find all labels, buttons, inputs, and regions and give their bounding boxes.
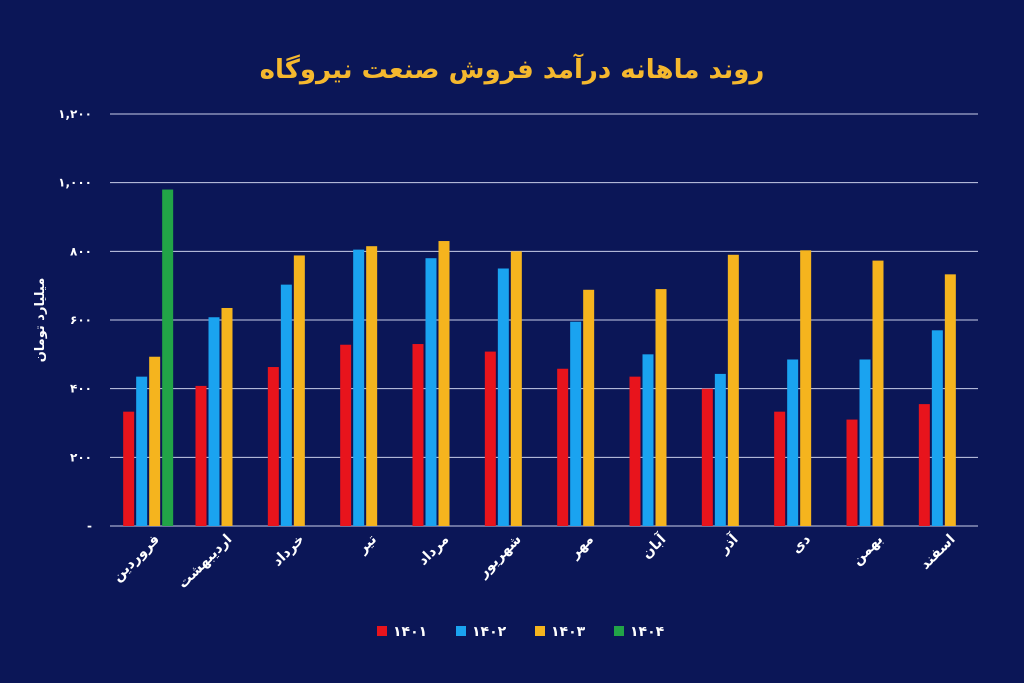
legend-label: ۱۴۰۱ [393,624,427,640]
bar-۱۴۰۱-تیر [340,344,352,526]
bar-۱۴۰۱-بهمن [846,419,858,526]
bar-۱۴۰۴-فروردین [162,189,174,527]
bar-۱۴۰۳-آذر [727,254,739,526]
bars [123,189,956,527]
bar-۱۴۰۱-آبان [629,376,641,526]
legend-swatch [456,626,466,636]
legend-label: ۱۴۰۲ [472,624,507,640]
legend-label: ۱۴۰۴ [630,624,665,640]
bar-۱۴۰۳-آبان [655,289,667,526]
bar-۱۴۰۳-مهر [583,289,595,526]
bar-۱۴۰۱-اسفند [918,404,930,526]
bar-۱۴۰۱-اردیبهشت [195,385,207,526]
bar-۱۴۰۲-آذر [714,373,726,526]
y-tick-labels: - ۲۰۰ ۴۰۰ ۶۰۰ ۸۰۰ ۱,۰۰۰ ۱,۲۰۰ [58,107,92,533]
bar-۱۴۰۲-تیر [353,249,365,526]
bar-۱۴۰۲-بهمن [859,359,871,526]
bar-۱۴۰۲-آبان [642,354,654,526]
bar-۱۴۰۲-اردیبهشت [208,317,220,526]
bar-۱۴۰۱-فروردین [123,411,135,526]
bar-۱۴۰۳-مرداد [438,241,450,527]
bar-۱۴۰۱-آذر [701,388,713,526]
bar-۱۴۰۱-شهریور [484,351,496,526]
bar-۱۴۰۳-تیر [366,246,378,526]
bar-۱۴۰۳-بهمن [872,260,884,526]
bar-۱۴۰۱-مهر [557,368,569,526]
y-tick-label: ۱,۲۰۰ [58,107,92,121]
legend-label: ۱۴۰۳ [551,624,586,640]
bar-۱۴۰۱-دی [774,411,786,526]
y-tick-label: - [87,519,92,533]
bar-۱۴۰۳-اردیبهشت [221,307,233,526]
legend-swatch [377,626,387,636]
y-axis-label: میلیارد تومان [33,278,48,363]
legend: ۱۴۰۱ ۱۴۰۲ ۱۴۰۳ ۱۴۰۴ [377,624,665,640]
bar-۱۴۰۲-اسفند [931,330,943,526]
bar-۱۴۰۲-فروردین [136,376,148,526]
y-tick-label: ۲۰۰ [70,450,92,464]
bar-۱۴۰۳-دی [800,250,812,526]
bar-۱۴۰۲-شهریور [497,268,509,526]
bar-۱۴۰۲-خرداد [280,284,292,526]
bar-۱۴۰۲-مرداد [425,258,437,526]
bar-۱۴۰۱-مرداد [412,344,424,526]
y-tick-label: ۴۰۰ [70,382,92,396]
bar-۱۴۰۳-اسفند [944,274,956,526]
chart-title: روند ماهانه درآمد فروش صنعت نیروگاه [260,53,765,85]
bar-۱۴۰۲-مهر [570,321,582,526]
bar-۱۴۰۳-شهریور [510,251,522,527]
bar-۱۴۰۱-خرداد [267,367,279,526]
legend-swatch [535,626,545,636]
bar-۱۴۰۳-خرداد [293,255,305,526]
y-tick-label: ۱,۰۰۰ [58,176,92,190]
gridlines [110,113,978,527]
y-tick-label: ۸۰۰ [70,244,92,258]
legend-swatch [614,626,624,636]
bar-۱۴۰۲-دی [787,359,799,526]
bar-۱۴۰۳-فروردین [149,356,161,526]
y-tick-label: ۶۰۰ [70,313,92,327]
